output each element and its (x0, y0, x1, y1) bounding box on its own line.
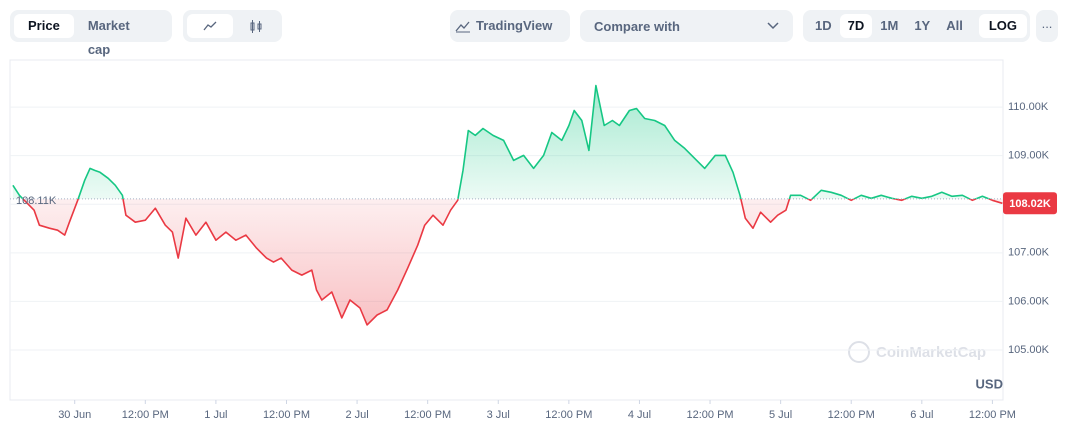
more-button[interactable]: ... (1036, 10, 1058, 42)
y-tick-label: 105.00K (1008, 344, 1050, 356)
line-icon (203, 21, 217, 31)
chevron-icon (767, 22, 779, 30)
x-tick-label: 12:00 PM (828, 409, 875, 421)
compare-label: Compare with (594, 18, 680, 34)
y-tick-label: 109.00K (1008, 150, 1050, 162)
range-button[interactable]: 1M (880, 18, 899, 33)
log-button[interactable]: LOG (978, 14, 1028, 38)
x-tick-label: 5 Jul (769, 409, 792, 421)
range-toggle: 1D 7D 1M 1Y All LOG (803, 10, 1030, 42)
x-tick-label: 12:00 PM (404, 409, 451, 421)
range-button[interactable]: 7D (839, 14, 873, 38)
tradingview-icon (455, 21, 470, 33)
price-area (12, 85, 1003, 325)
x-tick-label: 1 Jul (204, 409, 227, 421)
x-tick-label: 4 Jul (628, 409, 651, 421)
y-tick-label: 110.00K (1008, 101, 1049, 113)
x-tick-label: 12:00 PM (545, 409, 592, 421)
candle-icon (250, 20, 262, 33)
plot-frame (9, 59, 1004, 401)
compare-dropdown[interactable]: Compare with (580, 10, 793, 42)
x-tick-label: 12:00 PM (263, 409, 310, 421)
watermark: CoinMarketCap (848, 341, 986, 363)
x-tick-label: 12:00 PM (686, 409, 733, 421)
baseline-label: 108.11K (16, 195, 57, 207)
x-tick-label: 12:00 PM (122, 409, 169, 421)
line-chart-button[interactable] (187, 14, 233, 38)
x-tick-label: 2 Jul (345, 409, 368, 421)
last-price-tag (1003, 192, 1057, 215)
y-tick-label: 106.00K (1008, 295, 1050, 307)
price-button[interactable]: Price (14, 14, 74, 38)
x-tick-label: 3 Jul (487, 409, 510, 421)
tradingview-button[interactable]: TradingView (450, 10, 570, 42)
tradingview-label: TradingView (476, 18, 553, 33)
market-cap-button[interactable]: Market cap (87, 18, 130, 57)
y-tick-label: 107.00K (1008, 247, 1050, 259)
x-tick-label: 12:00 PM (969, 409, 1016, 421)
range-button[interactable]: 1D (815, 18, 832, 33)
chart-type-toggle (183, 10, 282, 42)
x-tick-label: 30 Jun (58, 409, 91, 421)
y-tick-label: 108.00K (1008, 198, 1050, 210)
x-tick-label: 6 Jul (910, 409, 933, 421)
candle-chart-button[interactable] (233, 14, 279, 38)
price-toggle: Price Market cap (10, 10, 172, 57)
last-price-label: 108.02K (1009, 198, 1051, 210)
watermark-text: CoinMarketCap (876, 344, 986, 361)
y-unit: USD (976, 376, 1003, 391)
price-line (12, 84, 1003, 326)
range-button[interactable]: All (946, 18, 963, 33)
range-button[interactable]: 1Y (914, 18, 931, 33)
